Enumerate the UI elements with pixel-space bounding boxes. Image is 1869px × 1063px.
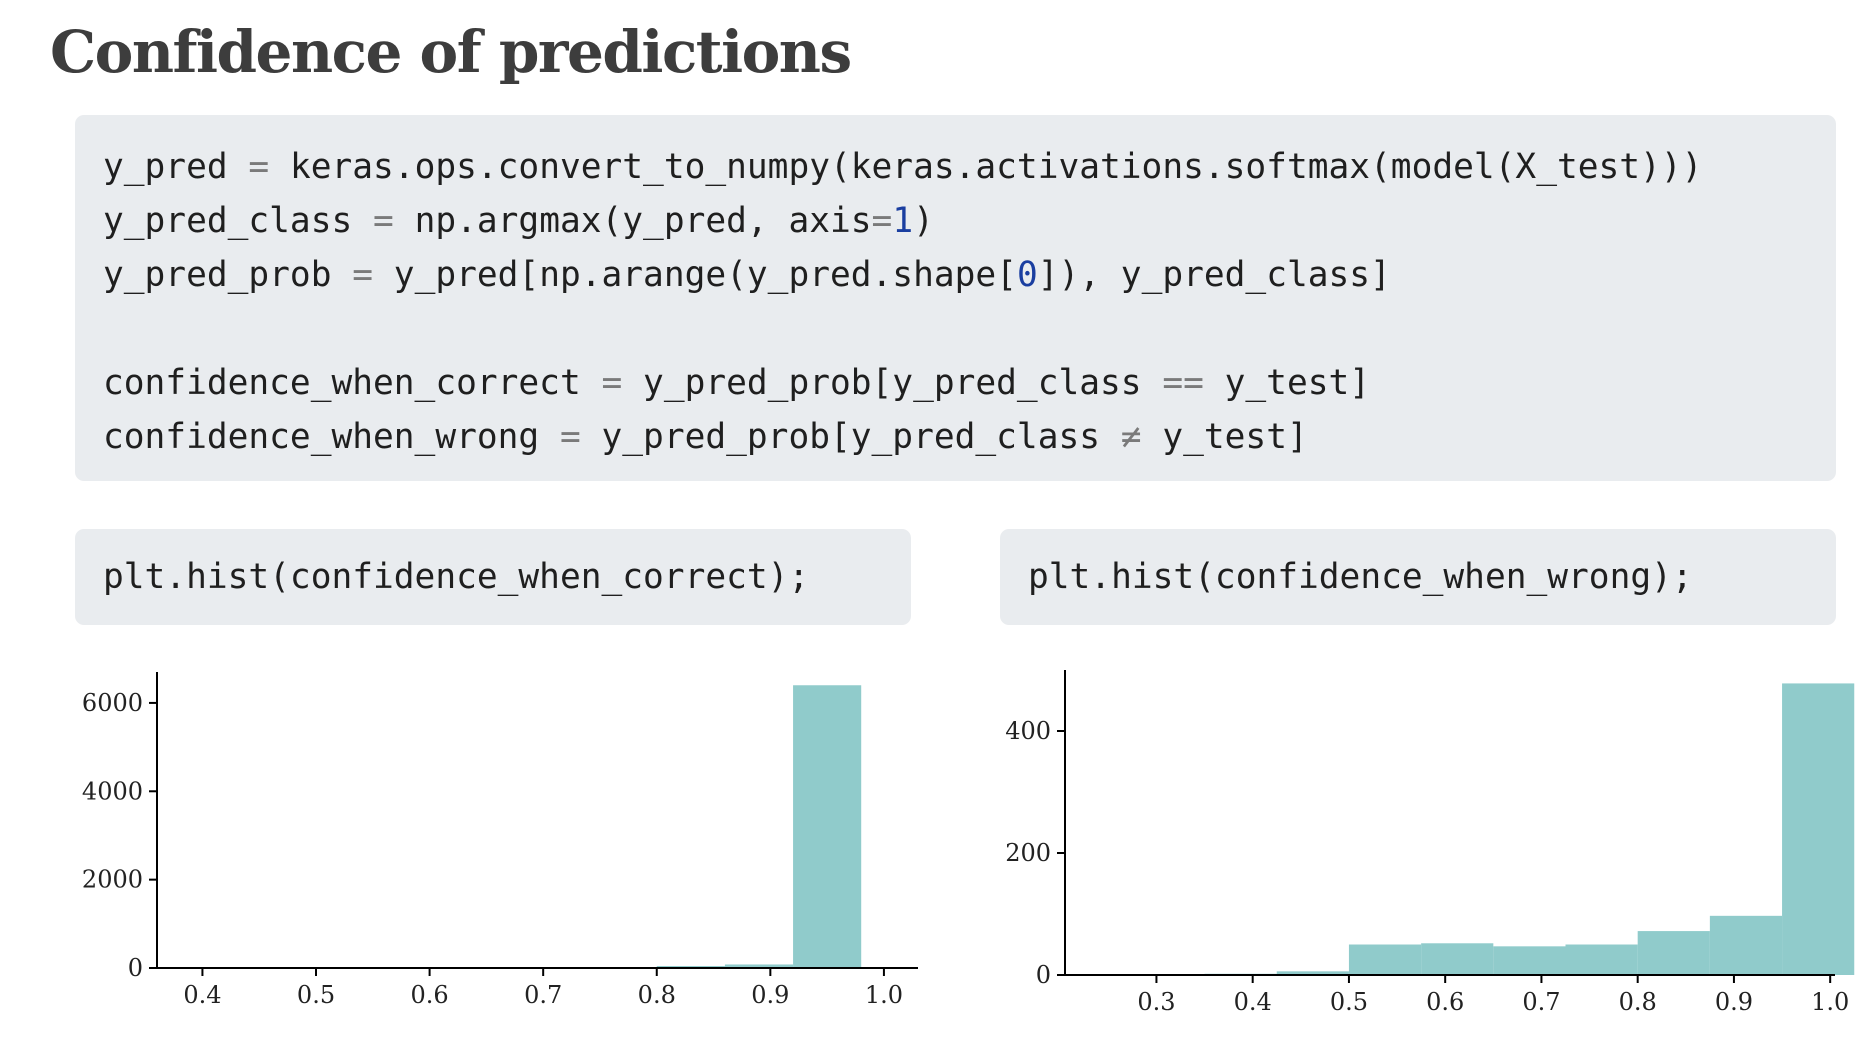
code-token: np.argmax(y_pred, axis	[393, 201, 872, 241]
code-token: y_pred_prob	[103, 255, 353, 295]
histogram-bar	[1782, 683, 1855, 975]
x-tick-label: 0.7	[1522, 988, 1560, 1016]
histogram-confidence-correct: 0.4 0.5 0.6 0.7 0.8 0.9 1.0 0 2000 4000 6000	[82, 672, 918, 1009]
y-tick-label: 4000	[82, 777, 143, 805]
histogram-bar	[724, 964, 794, 968]
code-token: y_test]	[1141, 417, 1308, 457]
histogram-bar	[1637, 931, 1710, 975]
code-token: 0	[1016, 255, 1038, 295]
x-tick-label: 1.0	[865, 981, 903, 1009]
code-token: confidence_when_correct	[103, 363, 602, 403]
y-tick-label: 0	[128, 954, 143, 982]
y-tick-label: 200	[1005, 839, 1051, 867]
x-tick-label: 0.5	[1330, 988, 1368, 1016]
code-token: )	[913, 201, 934, 241]
code-token: y_pred_prob[y_pred_class	[622, 363, 1163, 403]
code-token: =	[248, 147, 270, 187]
code-cell-hist-wrong[interactable]: plt.hist(confidence_when_wrong);	[1000, 529, 1836, 625]
code-token: y_pred	[103, 147, 249, 187]
x-tick-label: 0.6	[411, 981, 449, 1009]
code-token: y_pred_prob[y_pred_class	[580, 417, 1121, 457]
x-tick-label: 0.4	[183, 981, 221, 1009]
code-line: y_pred = keras.ops.convert_to_numpy(kera…	[103, 140, 1836, 194]
code-token: =	[559, 417, 581, 457]
code-cell-hist-correct[interactable]: plt.hist(confidence_when_correct);	[75, 529, 911, 625]
x-tick-label: 1.0	[1811, 988, 1849, 1016]
code-cell-main[interactable]: y_pred = keras.ops.convert_to_numpy(kera…	[75, 115, 1836, 481]
code-token: =	[352, 255, 374, 295]
x-tick-label: 0.5	[297, 981, 335, 1009]
code-token: keras.ops.convert_to_numpy(keras.activat…	[269, 147, 1703, 187]
code-token: ≠	[1120, 417, 1142, 457]
x-tick-label: 0.9	[751, 981, 789, 1009]
y-tick-label: 400	[1005, 717, 1051, 745]
histogram-bar	[1565, 944, 1638, 975]
histogram-bar	[1276, 971, 1349, 975]
code-token: y_pred[np.arange(y_pred.shape[	[373, 255, 1017, 295]
histogram-confidence-wrong: 0.3 0.4 0.5 0.6 0.7 0.8 0.9 1.0 0 200 400	[1005, 670, 1855, 1016]
code-token: =	[601, 363, 623, 403]
y-tick-label: 0	[1036, 961, 1051, 989]
y-tick-label: 6000	[82, 689, 143, 717]
code-line: confidence_when_wrong = y_pred_prob[y_pr…	[103, 410, 1836, 464]
code-token: =	[373, 201, 394, 241]
y-tick-label: 2000	[82, 866, 143, 894]
code-line: y_pred_class = np.argmax(y_pred, axis=1)	[103, 194, 1836, 248]
histogram-bar	[1348, 944, 1422, 975]
histogram-bar	[793, 685, 862, 968]
x-tick-label: 0.7	[524, 981, 562, 1009]
code-token: =	[871, 201, 893, 241]
x-tick-label: 0.8	[1619, 988, 1657, 1016]
x-tick-label: 0.3	[1137, 988, 1175, 1016]
histogram-bar	[1421, 943, 1494, 975]
code-token: confidence_when_wrong	[103, 417, 560, 457]
x-tick-label: 0.8	[638, 981, 676, 1009]
x-tick-label: 0.4	[1234, 988, 1272, 1016]
code-line	[103, 302, 1836, 356]
histogram-bar	[1493, 946, 1566, 975]
histogram-bar	[1709, 915, 1783, 975]
code-token: y_test]	[1203, 363, 1371, 403]
code-token: 1	[892, 201, 914, 241]
x-tick-label: 0.9	[1715, 988, 1753, 1016]
slide-title: Confidence of predictions	[50, 18, 852, 86]
code-line: y_pred_prob = y_pred[np.arange(y_pred.sh…	[103, 248, 1836, 302]
code-token: ]), y_pred_class]	[1037, 255, 1391, 295]
x-tick-label: 0.6	[1426, 988, 1464, 1016]
code-line: confidence_when_correct = y_pred_prob[y_…	[103, 356, 1836, 410]
code-token: ==	[1162, 363, 1204, 403]
code-token: y_pred_class	[103, 201, 374, 241]
